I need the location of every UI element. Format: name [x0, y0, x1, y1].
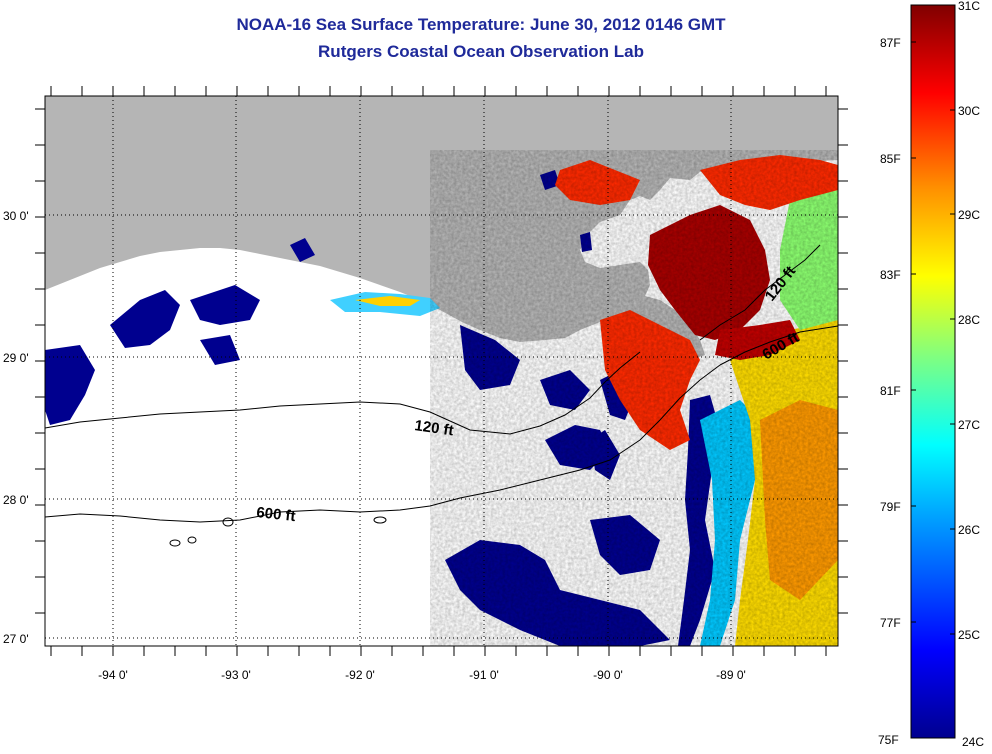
- map-title: NOAA-16 Sea Surface Temperature: June 30…: [236, 15, 726, 34]
- pixel-texture: [430, 150, 838, 646]
- lon-tick-label: -93 0': [221, 668, 251, 682]
- fahrenheit-label: 77F: [880, 616, 901, 630]
- fahrenheit-label: 85F: [880, 152, 901, 166]
- lat-tick-label: 27 0': [3, 632, 29, 646]
- celsius-label: 28C: [958, 313, 980, 327]
- celsius-label: 26C: [958, 523, 980, 537]
- contour-600ft-east: [719, 325, 838, 366]
- colorbar-fahrenheit-labels: 87F 85F 83F 81F 79F 77F 75F: [878, 36, 901, 747]
- fahrenheit-label: 79F: [880, 500, 901, 514]
- celsius-label: 27C: [958, 418, 980, 432]
- celsius-label: 30C: [958, 104, 980, 118]
- lon-tick-labels: -94 0' -93 0' -92 0' -91 0' -90 0' -89 0…: [98, 668, 746, 682]
- celsius-label: 31C: [958, 0, 980, 13]
- lat-tick-label: 29 0': [3, 351, 29, 365]
- fahrenheit-label: 81F: [880, 384, 901, 398]
- celsius-label: 24C: [962, 735, 984, 749]
- graticule: [45, 96, 838, 646]
- lon-tick-label: -89 0': [716, 668, 746, 682]
- colorbar-celsius-labels: 31C 30C 29C 28C 27C 26C 25C 24C: [958, 0, 984, 749]
- lon-tick-label: -90 0': [593, 668, 623, 682]
- lat-tick-label: 30 0': [3, 209, 29, 223]
- lat-tick-labels: 30 0' 29 0' 28 0' 27 0': [3, 209, 29, 646]
- contour-600ft-west: [45, 364, 721, 523]
- contour-label-600ft-west: 600 ft: [256, 504, 297, 525]
- plot-area: 120 ft 600 ft 120 ft 600 ft: [45, 96, 838, 646]
- contour-label-120ft-west: 120 ft: [413, 417, 454, 439]
- fahrenheit-label: 83F: [880, 268, 901, 282]
- contour-120ft-west: [45, 351, 641, 435]
- fahrenheit-label: 87F: [880, 36, 901, 50]
- map-subtitle: Rutgers Coastal Ocean Observation Lab: [318, 42, 644, 61]
- lat-tick-label: 28 0': [3, 493, 29, 507]
- lon-tick-label: -91 0': [469, 668, 499, 682]
- plot-frame: [44, 95, 839, 647]
- celsius-label: 25C: [958, 628, 980, 642]
- fahrenheit-label: 75F: [878, 733, 899, 747]
- lon-tick-label: -94 0': [98, 668, 128, 682]
- colorbar-ticks: [911, 4, 955, 739]
- lon-tick-label: -92 0': [345, 668, 375, 682]
- contour-120ft-east: [699, 244, 821, 341]
- celsius-label: 29C: [958, 208, 980, 222]
- colorbar: 31C 30C 29C 28C 27C 26C 25C 24C 87F 85F …: [878, 0, 984, 749]
- bathymetry-contours: [45, 244, 838, 547]
- axis-ticks: [35, 86, 848, 656]
- colorbar-gradient: [910, 4, 956, 739]
